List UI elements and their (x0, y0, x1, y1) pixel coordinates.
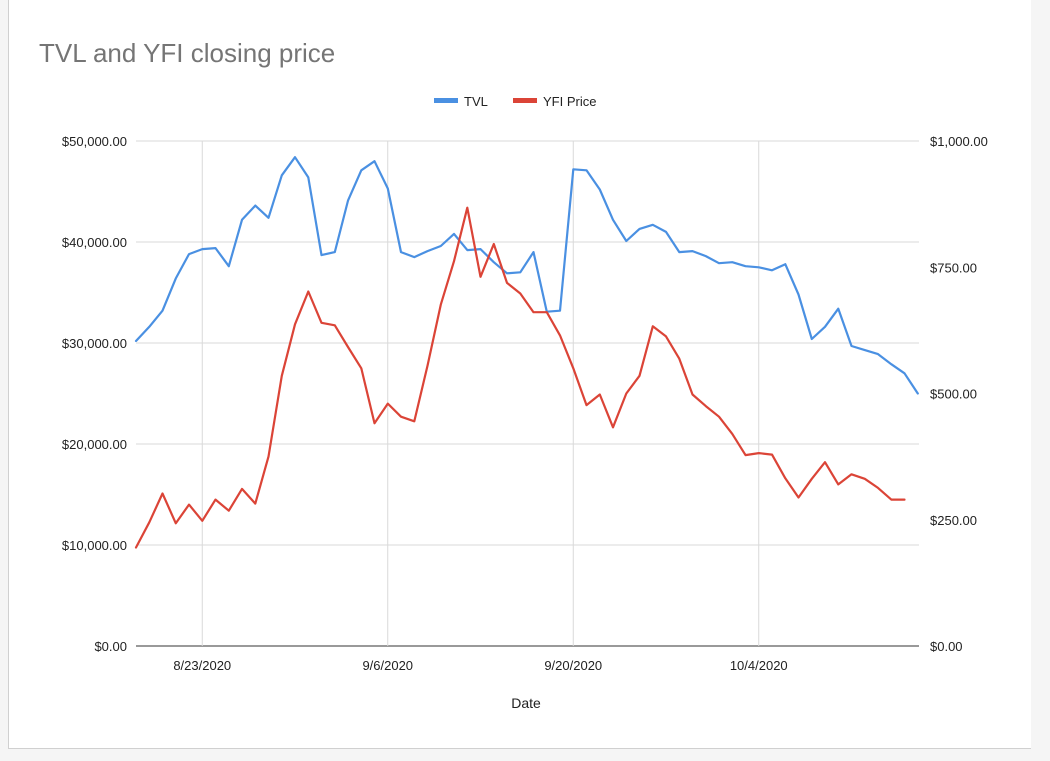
chart-title: TVL and YFI closing price (39, 38, 335, 68)
legend-label-tvl: TVL (464, 94, 488, 109)
x-tick-label: 8/23/2020 (173, 658, 231, 673)
series-layer (134, 156, 919, 549)
x-axis-ticks: 8/23/2020 9/6/2020 9/20/2020 10/4/2020 (173, 658, 787, 673)
y-left-tick-label: $40,000.00 (62, 235, 127, 250)
chart-svg: TVL and YFI closing price TVL YFI Price … (39, 38, 988, 711)
legend: TVL YFI Price (434, 94, 596, 109)
x-axis-title: Date (511, 695, 541, 711)
x-tick-label: 10/4/2020 (730, 658, 788, 673)
y-left-tick-label: $20,000.00 (62, 437, 127, 452)
legend-label-yfi-price: YFI Price (543, 94, 596, 109)
y-right-tick-label: $750.00 (930, 260, 977, 275)
x-tick-label: 9/20/2020 (544, 658, 602, 673)
y-left-tick-label: $0.00 (94, 639, 127, 654)
y-right-tick-label: $0.00 (930, 639, 963, 654)
y-right-tick-label: $250.00 (930, 513, 977, 528)
y-axis-right-ticks: $0.00 $250.00 $500.00 $750.00 $1,000.00 (930, 134, 988, 654)
series-line-yfi-price (134, 206, 906, 549)
y-left-tick-label: $30,000.00 (62, 336, 127, 351)
grid-lines (136, 140, 919, 647)
series-line-tvl (134, 156, 919, 395)
y-right-tick-label: $500.00 (930, 387, 977, 402)
y-right-tick-label: $1,000.00 (930, 134, 988, 149)
chart-card: TVL and YFI closing price TVL YFI Price … (8, 0, 1031, 749)
legend-swatch-tvl (434, 98, 458, 103)
y-left-tick-label: $10,000.00 (62, 538, 127, 553)
legend-swatch-yfi-price (513, 98, 537, 103)
x-tick-label: 9/6/2020 (362, 658, 413, 673)
y-axis-left-ticks: $0.00 $10,000.00 $20,000.00 $30,000.00 $40,0… (62, 134, 127, 654)
y-left-tick-label: $50,000.00 (62, 134, 127, 149)
